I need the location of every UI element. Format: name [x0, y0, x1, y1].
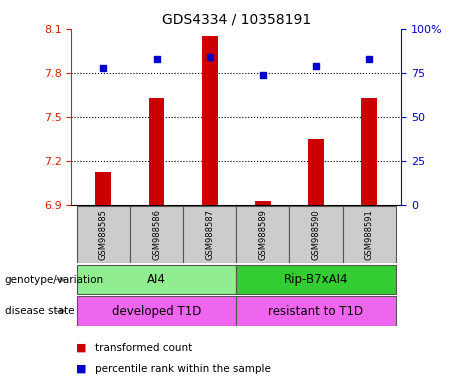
- Point: [259, 72, 266, 78]
- Text: ■: ■: [76, 364, 87, 374]
- Bar: [95, 172, 111, 205]
- Bar: [77, 296, 236, 326]
- Text: GSM988587: GSM988587: [205, 209, 214, 260]
- Point: [312, 63, 319, 69]
- Text: Rip-B7xAI4: Rip-B7xAI4: [284, 273, 348, 286]
- Text: GSM988586: GSM988586: [152, 209, 161, 260]
- Bar: [290, 206, 343, 263]
- Bar: [183, 206, 236, 263]
- Text: GSM988591: GSM988591: [365, 209, 374, 260]
- Text: genotype/variation: genotype/variation: [5, 275, 104, 285]
- Bar: [77, 206, 130, 263]
- Text: percentile rank within the sample: percentile rank within the sample: [95, 364, 271, 374]
- Bar: [361, 98, 377, 205]
- Bar: [308, 139, 324, 205]
- Bar: [202, 36, 218, 205]
- Bar: [148, 98, 165, 205]
- Text: AI4: AI4: [147, 273, 166, 286]
- Text: resistant to T1D: resistant to T1D: [268, 305, 364, 318]
- Point: [100, 65, 107, 71]
- Point: [206, 54, 213, 60]
- Text: GSM988590: GSM988590: [312, 209, 320, 260]
- Bar: [236, 265, 396, 294]
- Text: ■: ■: [76, 343, 87, 353]
- Bar: [255, 201, 271, 205]
- Bar: [343, 206, 396, 263]
- Bar: [236, 206, 290, 263]
- Point: [153, 56, 160, 62]
- Text: transformed count: transformed count: [95, 343, 192, 353]
- Text: disease state: disease state: [5, 306, 74, 316]
- Title: GDS4334 / 10358191: GDS4334 / 10358191: [162, 12, 311, 26]
- Bar: [130, 206, 183, 263]
- Text: developed T1D: developed T1D: [112, 305, 201, 318]
- Bar: [77, 265, 236, 294]
- Point: [366, 56, 373, 62]
- Bar: [236, 296, 396, 326]
- Text: GSM988585: GSM988585: [99, 209, 108, 260]
- Text: GSM988589: GSM988589: [258, 209, 267, 260]
